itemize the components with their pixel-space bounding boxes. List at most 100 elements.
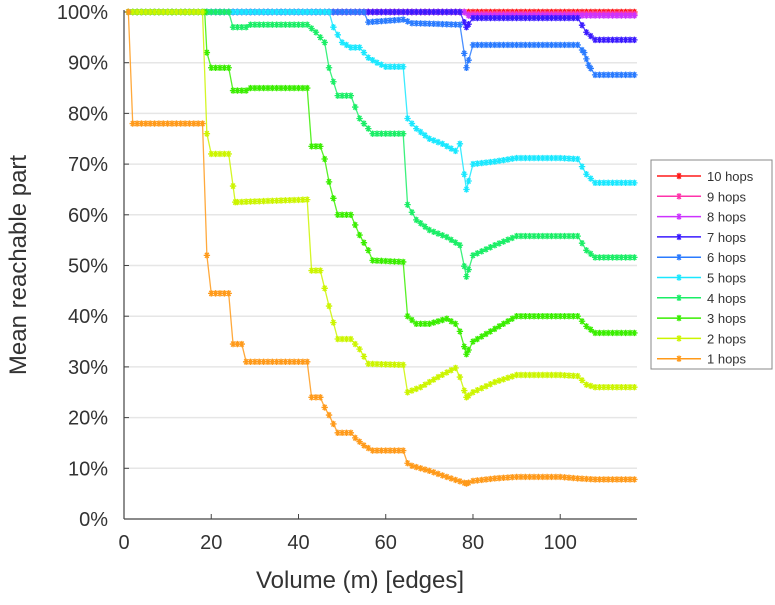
data-point	[478, 41, 485, 49]
data-point	[356, 44, 363, 51]
data-point	[495, 377, 503, 384]
legend-marker	[675, 355, 683, 362]
data-point	[386, 361, 394, 368]
legend-item: 7 hops	[657, 230, 747, 245]
data-point	[587, 65, 594, 72]
data-point	[565, 232, 573, 240]
data-point	[463, 480, 470, 487]
data-point	[221, 8, 228, 16]
data-point	[583, 12, 590, 19]
data-point	[578, 318, 586, 325]
data-point	[631, 254, 638, 261]
data-point	[509, 373, 516, 380]
data-point	[151, 8, 158, 16]
data-point	[609, 71, 616, 79]
data-point	[343, 335, 350, 343]
legend-marker	[675, 274, 683, 281]
data-point	[500, 376, 507, 383]
data-point	[609, 476, 616, 483]
data-point	[168, 8, 176, 16]
data-point	[347, 429, 355, 437]
data-point	[522, 154, 529, 162]
data-point	[330, 195, 337, 202]
data-point	[443, 8, 451, 16]
data-point	[269, 21, 276, 28]
data-point	[382, 130, 389, 137]
data-point	[631, 71, 638, 79]
legend-item: 4 hops	[657, 291, 747, 306]
data-point	[500, 474, 507, 482]
data-point	[181, 8, 189, 16]
legend-marker	[675, 172, 683, 180]
data-point	[609, 179, 616, 187]
data-point	[186, 120, 193, 127]
series-5-hops	[125, 8, 638, 193]
data-point	[338, 211, 346, 218]
data-point	[535, 473, 542, 481]
data-point	[587, 382, 594, 390]
series-4-hops	[125, 8, 638, 280]
data-point	[491, 325, 498, 333]
x-axis-label: Volume (m) [edges]	[256, 567, 464, 594]
data-point	[574, 372, 581, 380]
data-point	[618, 71, 625, 79]
data-point	[578, 377, 586, 384]
data-point	[461, 171, 468, 178]
data-point	[334, 8, 341, 16]
data-point	[129, 120, 136, 127]
y-tick-labels: 0% 10% 20% 30% 40% 50% 60% 70% 80% 90% 100%	[57, 2, 108, 531]
legend-marker	[675, 254, 683, 261]
data-point	[225, 64, 232, 71]
data-point	[269, 84, 276, 92]
data-point	[609, 36, 616, 44]
data-point	[295, 8, 302, 16]
data-point	[465, 392, 472, 399]
data-point	[312, 267, 320, 274]
data-point	[591, 476, 599, 483]
data-point	[465, 12, 472, 19]
data-point	[273, 358, 280, 366]
data-point	[513, 154, 520, 162]
data-point	[478, 159, 485, 167]
data-point	[609, 254, 616, 261]
data-point	[583, 247, 590, 254]
data-point	[238, 8, 245, 16]
data-point	[535, 232, 542, 240]
data-point	[216, 64, 224, 71]
data-point	[482, 41, 490, 49]
data-point	[273, 84, 280, 92]
data-point	[212, 150, 219, 158]
data-point	[557, 313, 564, 320]
data-point	[561, 155, 568, 162]
data-point	[290, 358, 298, 366]
data-point	[565, 313, 573, 320]
data-point	[465, 346, 472, 354]
data-point	[421, 8, 429, 16]
data-point	[242, 8, 250, 16]
data-point	[247, 21, 254, 28]
data-point	[622, 71, 629, 79]
data-point	[583, 475, 590, 483]
legend-item: 1 hops	[657, 352, 747, 367]
data-point	[386, 17, 394, 24]
data-point	[591, 36, 599, 44]
data-point	[404, 115, 411, 122]
data-point	[596, 179, 603, 187]
data-point	[330, 78, 337, 85]
data-point	[605, 36, 612, 44]
data-point	[618, 254, 625, 261]
data-point	[216, 290, 224, 297]
data-point	[565, 372, 573, 379]
data-point	[312, 394, 320, 401]
legend-marker	[675, 335, 683, 342]
data-point	[334, 92, 341, 99]
data-point	[570, 372, 577, 379]
data-point	[299, 196, 307, 203]
data-point	[463, 64, 470, 71]
data-point	[605, 71, 612, 79]
data-point	[474, 14, 481, 22]
data-point	[434, 8, 442, 16]
data-point	[260, 84, 267, 92]
data-point	[605, 383, 612, 391]
data-point	[378, 8, 385, 16]
